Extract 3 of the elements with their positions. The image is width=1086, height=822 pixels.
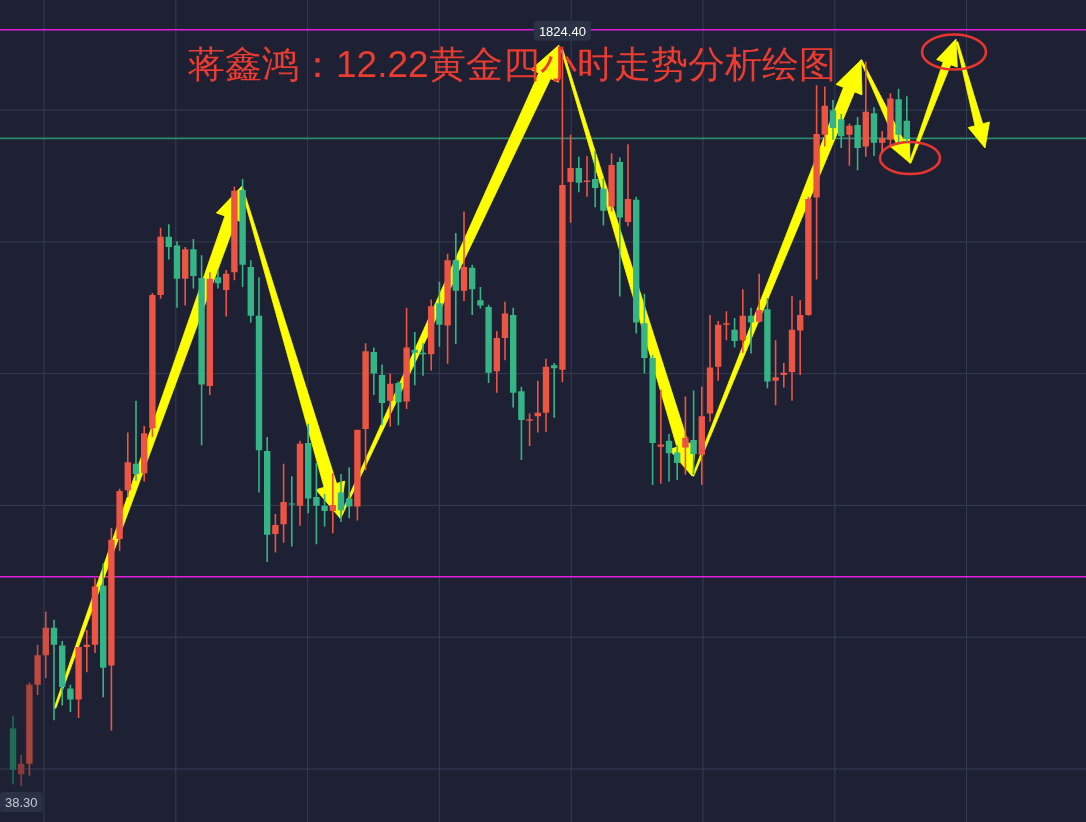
annotation: 38.30 (5, 795, 38, 810)
annotation: 1824.40 (538, 23, 586, 39)
price-label: 38.30 (0, 792, 43, 812)
